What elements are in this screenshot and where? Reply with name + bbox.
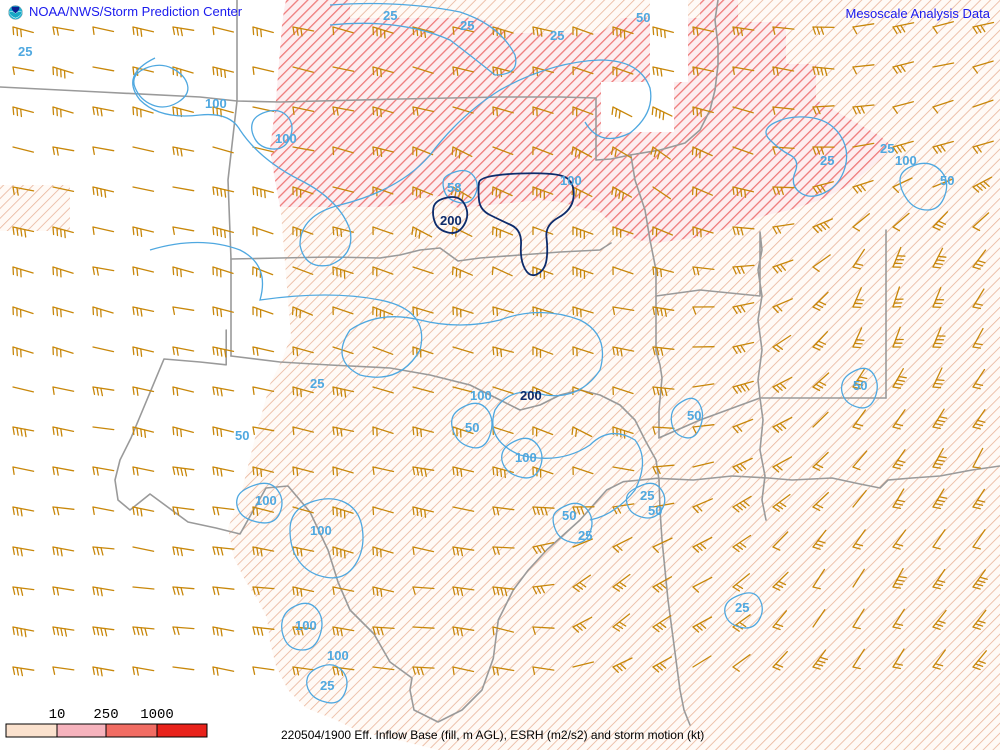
- svg-text:25: 25: [320, 678, 334, 693]
- svg-text:1000: 1000: [140, 707, 174, 723]
- svg-text:50: 50: [687, 408, 701, 423]
- svg-text:25: 25: [310, 376, 324, 391]
- svg-text:25: 25: [18, 44, 32, 59]
- svg-text:50: 50: [562, 508, 576, 523]
- svg-text:58: 58: [447, 180, 461, 195]
- svg-text:25: 25: [578, 528, 592, 543]
- svg-text:200: 200: [520, 388, 542, 403]
- svg-text:100: 100: [310, 523, 332, 538]
- svg-text:50: 50: [648, 503, 662, 518]
- svg-text:25: 25: [550, 28, 564, 43]
- svg-text:25: 25: [735, 600, 749, 615]
- svg-text:25: 25: [880, 141, 894, 156]
- svg-text:25: 25: [460, 18, 474, 33]
- svg-text:50: 50: [940, 173, 954, 188]
- svg-text:100: 100: [327, 648, 349, 663]
- svg-text:100: 100: [275, 131, 297, 146]
- svg-text:200: 200: [440, 213, 462, 228]
- svg-text:100: 100: [295, 618, 317, 633]
- svg-text:250: 250: [93, 707, 118, 723]
- svg-text:10: 10: [49, 707, 66, 723]
- svg-text:100: 100: [895, 153, 917, 168]
- svg-text:25: 25: [820, 153, 834, 168]
- svg-text:100: 100: [205, 96, 227, 111]
- svg-text:100: 100: [515, 450, 537, 465]
- svg-text:50: 50: [636, 10, 650, 25]
- svg-text:100: 100: [560, 173, 582, 188]
- svg-text:50: 50: [465, 420, 479, 435]
- svg-text:25: 25: [383, 8, 397, 23]
- svg-text:100: 100: [255, 493, 277, 508]
- svg-text:50: 50: [235, 428, 249, 443]
- svg-text:100: 100: [470, 388, 492, 403]
- svg-text:25: 25: [640, 488, 654, 503]
- svg-text:50: 50: [853, 378, 867, 393]
